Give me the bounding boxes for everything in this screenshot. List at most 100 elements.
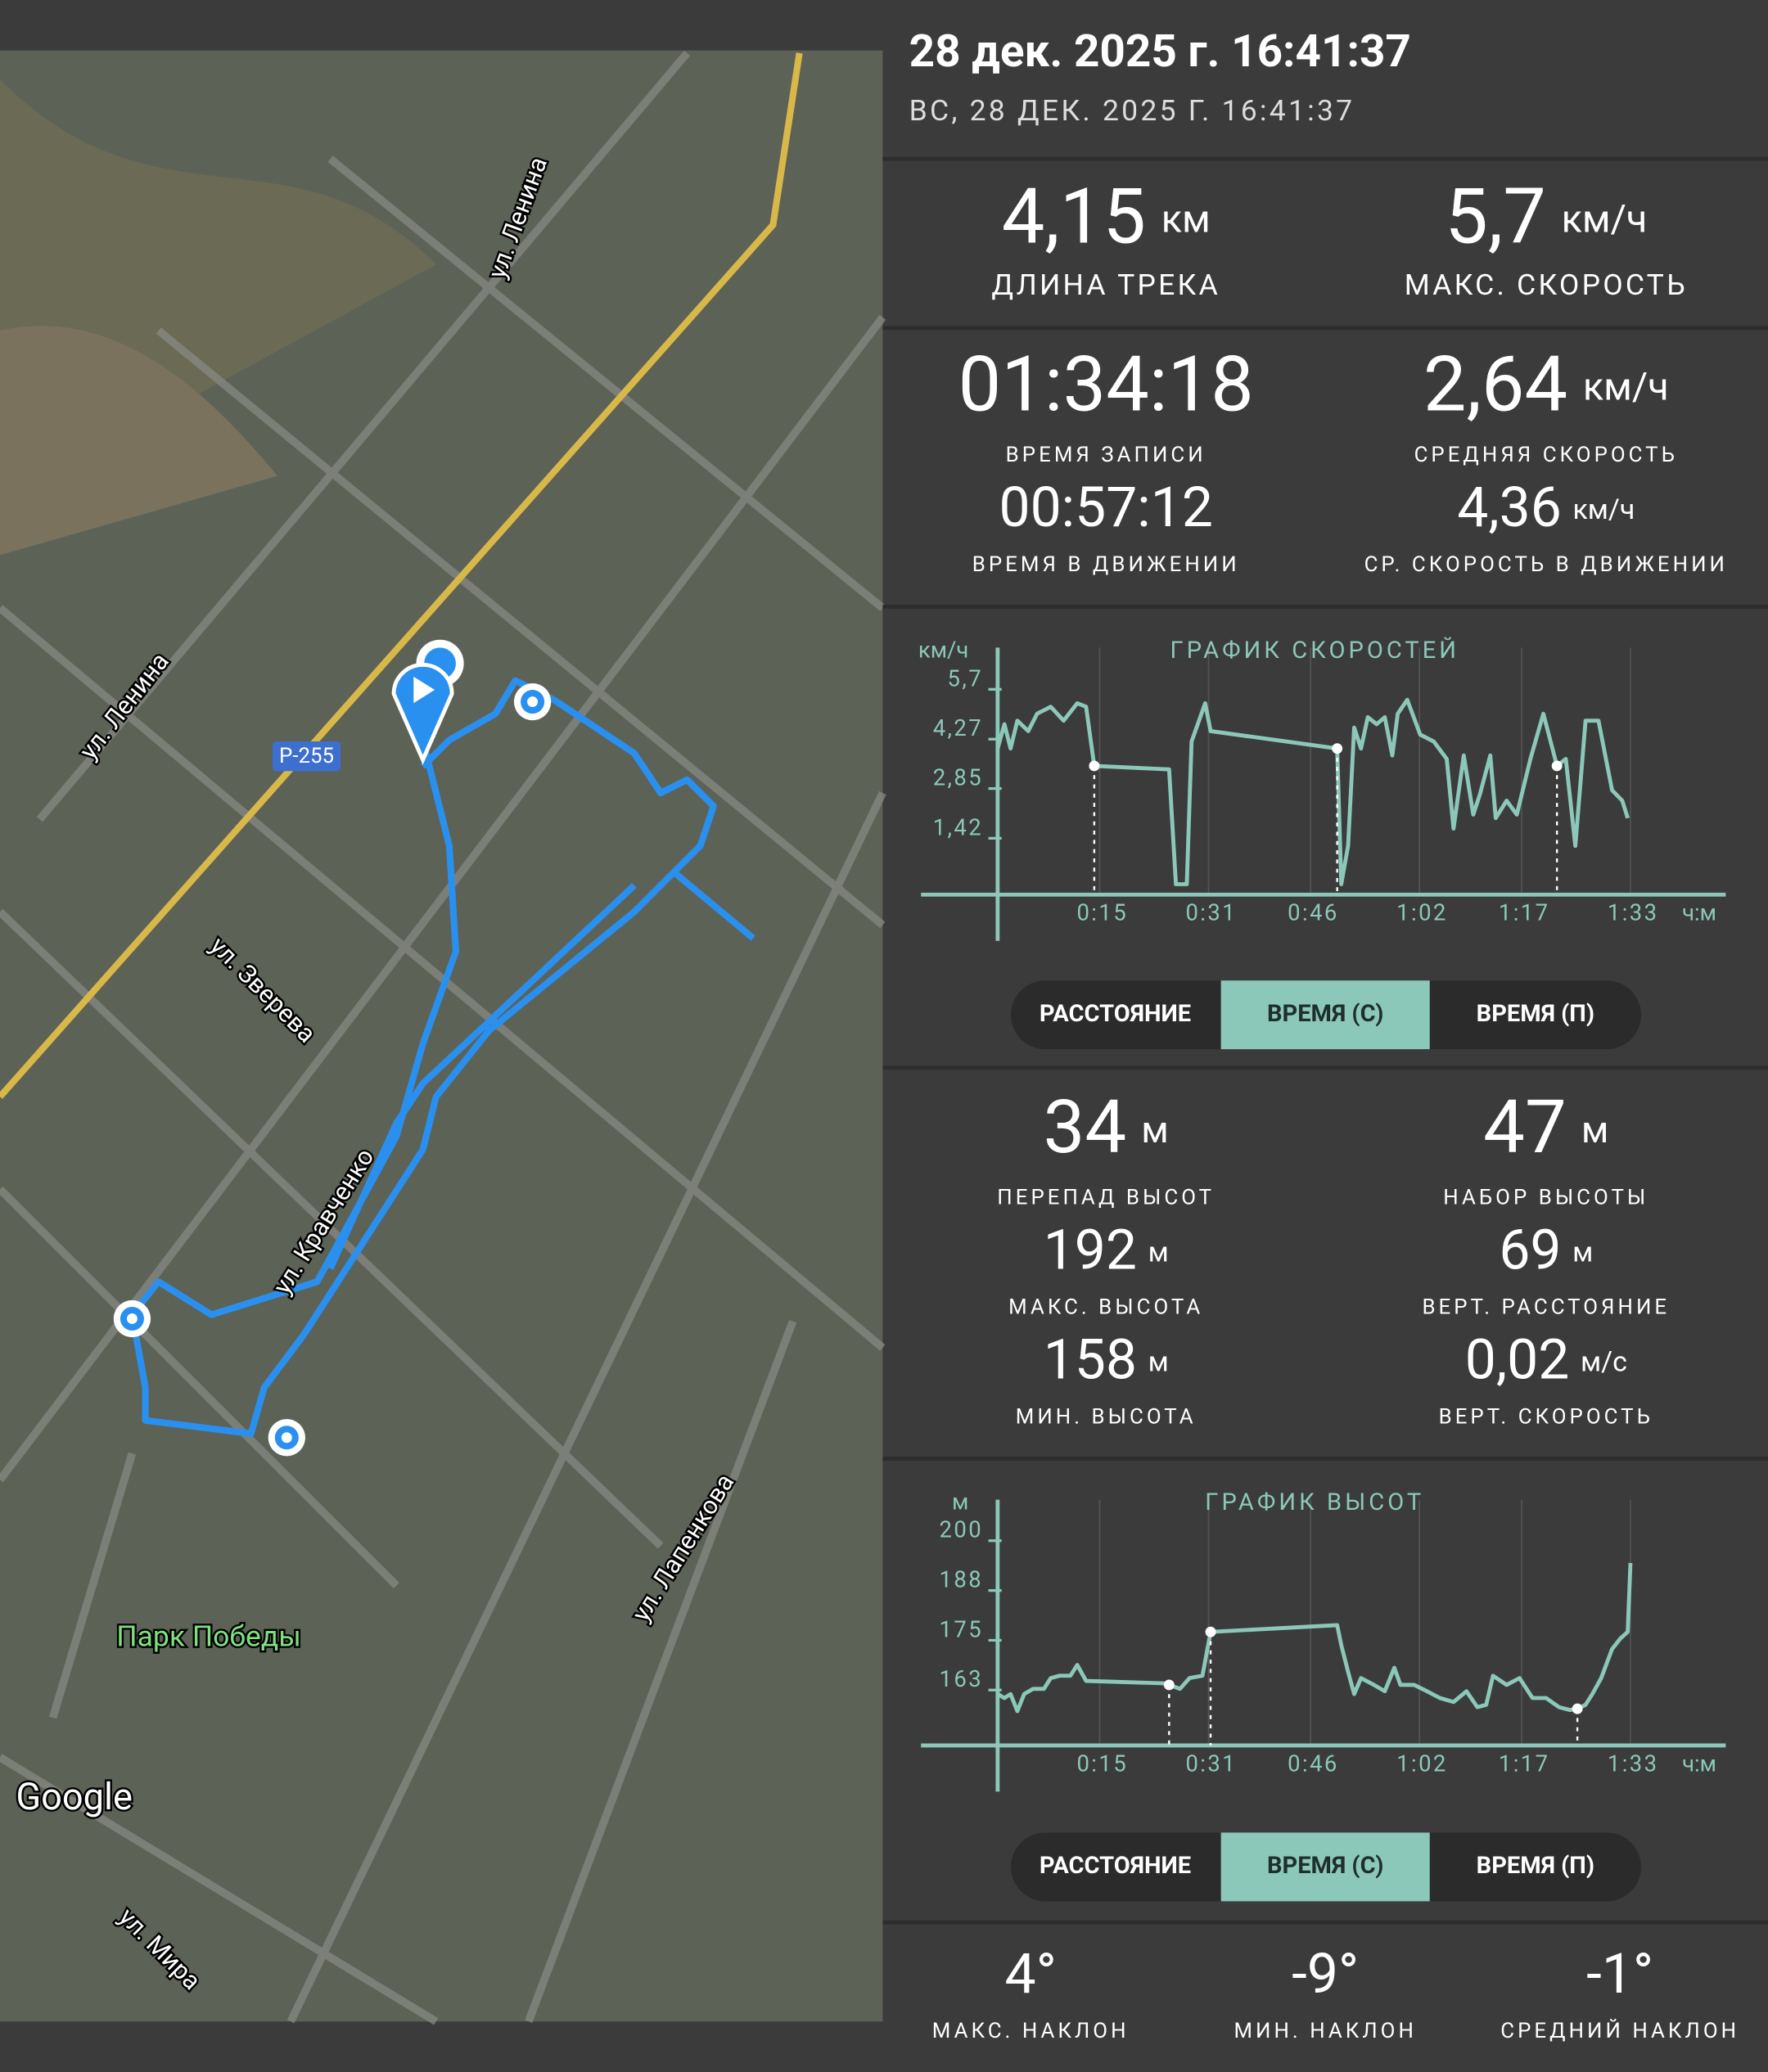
stat-unit: м — [1572, 1236, 1593, 1268]
tab-label: ВРЕМЯ (П) — [1477, 1852, 1594, 1880]
stat-unit: м — [1148, 1236, 1169, 1268]
stat-label: МАКС. СКОРОСТЬ — [1405, 268, 1688, 302]
stat-value: 192 м — [1044, 1217, 1169, 1282]
stat-value: 2,64 км/ч — [1423, 339, 1669, 429]
stat-label: ДЛИНА ТРЕКА — [991, 268, 1220, 302]
stat-number: 34 — [1044, 1084, 1127, 1171]
stat-value: 4,36 км/ч — [1457, 475, 1635, 540]
tab[interactable]: ВРЕМЯ (П) — [1477, 1852, 1594, 1880]
track — [129, 677, 755, 1437]
y-unit: км/ч — [918, 637, 968, 663]
y-tick-label: 1,42 — [933, 814, 983, 840]
tab[interactable]: ВРЕМЯ (С) — [1220, 980, 1430, 1050]
tab[interactable]: РАССТОЯНИЕ — [1040, 1852, 1191, 1880]
stat-unit: м — [1148, 1346, 1169, 1378]
tab-selected — [1220, 980, 1430, 1050]
stat-unit: км/ч — [1572, 494, 1635, 526]
stat-label: МИН. ВЫСОТА — [1016, 1404, 1197, 1429]
stat-unit: м — [1581, 1109, 1609, 1152]
x-tick-label: 0:46 — [1288, 900, 1339, 926]
marker-point — [1551, 760, 1563, 772]
stat-number: 4,15 — [1002, 171, 1146, 261]
stat-value: 0,02 м/с — [1465, 1327, 1627, 1392]
stat-label: ВЕРТ. РАССТОЯНИЕ — [1422, 1295, 1670, 1319]
y-tick-label: 200 — [940, 1517, 984, 1543]
x-tick-label: 0:46 — [1288, 1750, 1339, 1777]
y-tick-label: 2,85 — [933, 765, 983, 791]
tab[interactable]: ВРЕМЯ (П) — [1477, 1000, 1594, 1028]
stat-value: 158 м — [1044, 1327, 1169, 1392]
header-title: 28 дек. 2025 г. 16:41:37 — [909, 25, 1411, 78]
stat-number: 2,64 — [1423, 339, 1567, 429]
map-attribution: Google — [16, 1776, 133, 1819]
stat-number: 0,02 — [1465, 1327, 1570, 1392]
stat-unit: км/ч — [1583, 366, 1669, 410]
x-tick-label: 1:17 — [1499, 900, 1550, 926]
stat-number: 5,7 — [1445, 171, 1546, 261]
stat-number: 69 — [1499, 1217, 1561, 1282]
stat-label: ВРЕМЯ В ДВИЖЕНИИ — [972, 552, 1240, 577]
stat-label: ВРЕМЯ ЗАПИСИ — [1006, 443, 1206, 467]
stat-value: 01:34:18 — [958, 339, 1254, 429]
stat-unit: км/ч — [1562, 198, 1648, 242]
x-tick-label: 1:02 — [1396, 1750, 1448, 1777]
stat-label: СР. СКОРОСТЬ В ДВИЖЕНИИ — [1364, 552, 1728, 577]
stat-value: 00:57:12 — [999, 475, 1212, 540]
tab-selected — [1220, 1832, 1430, 1902]
x-tick-label: 0:15 — [1076, 900, 1128, 926]
marker-point — [1572, 1703, 1583, 1714]
x-tick-label: 0:31 — [1185, 1750, 1237, 1777]
marker-point — [1089, 760, 1100, 772]
y-unit: м — [952, 1489, 968, 1516]
tab-label: РАССТОЯНИЕ — [1040, 1000, 1191, 1028]
x-tick-label: 1:17 — [1499, 1750, 1550, 1777]
tab-label: ВРЕМЯ (С) — [1267, 1852, 1383, 1880]
stat-number: 158 — [1044, 1327, 1137, 1392]
track-pins — [113, 639, 552, 1457]
x-tick-label: 0:31 — [1185, 900, 1237, 926]
stat-label: ВЕРТ. СКОРОСТЬ — [1439, 1404, 1653, 1429]
x-unit: ч:м — [1682, 1750, 1716, 1777]
stat-value: 5,7 км/ч — [1445, 171, 1647, 261]
stat-label: МИН. НАКЛОН — [1234, 2019, 1416, 2043]
y-tick-label: 5,7 — [948, 665, 984, 691]
marker-point — [1205, 1626, 1216, 1637]
stat-value: 69 м — [1499, 1217, 1593, 1282]
stat-value: 4° — [1004, 1941, 1056, 2007]
stat-number: 01:34:18 — [958, 339, 1254, 429]
tab-bar: РАССТОЯНИЕ ВРЕМЯ (С) ВРЕМЯ (П) — [1010, 1832, 1642, 1902]
data-line — [995, 697, 1630, 886]
stat-unit: м — [1141, 1109, 1169, 1152]
stat-label: МАКС. НАКЛОН — [932, 2019, 1130, 2043]
stat-label: ПЕРЕПАД ВЫСОТ — [997, 1185, 1215, 1209]
stat-value: -9° — [1292, 1941, 1359, 2007]
header-subtitle: ВС, 28 ДЕК. 2025 Г. 16:41:37 — [909, 93, 1355, 128]
stat-label: НАБОР ВЫСОТЫ — [1443, 1185, 1648, 1209]
separators — [882, 156, 1768, 1925]
marker-point — [1332, 743, 1343, 754]
tab[interactable]: РАССТОЯНИЕ — [1040, 1000, 1191, 1028]
streets — [0, 50, 886, 2025]
y-tick-label: 4,27 — [933, 715, 983, 741]
tab-label: ВРЕМЯ (С) — [1267, 1000, 1383, 1028]
tab[interactable]: ВРЕМЯ (С) — [1220, 1832, 1430, 1902]
map[interactable] — [0, 50, 886, 2025]
road-number: Р-255 — [279, 744, 334, 768]
x-tick-label: 1:02 — [1396, 900, 1448, 926]
data-line — [996, 1562, 1633, 1714]
x-tick-label: 0:15 — [1076, 1750, 1128, 1777]
y-tick-label: 188 — [940, 1567, 984, 1593]
y-tick-label: 163 — [940, 1666, 984, 1692]
marker-point — [1163, 1679, 1175, 1691]
x-unit: ч:м — [1682, 900, 1716, 926]
y-tick-label: 175 — [940, 1616, 984, 1642]
stat-label: СРЕДНИЙ НАКЛОН — [1500, 2019, 1739, 2043]
stat-number: 4° — [1004, 1941, 1056, 2007]
chart-title: ГРАФИК СКОРОСТЕЙ — [1170, 636, 1460, 664]
x-tick-label: 1:33 — [1608, 900, 1659, 926]
field — [0, 326, 278, 556]
highway — [0, 52, 803, 1099]
stat-unit: м/с — [1581, 1346, 1627, 1378]
